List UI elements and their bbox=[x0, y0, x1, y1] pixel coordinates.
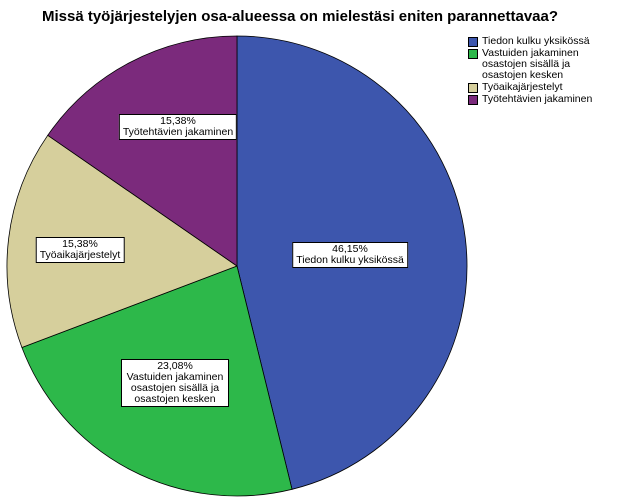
legend-item: Tiedon kulku yksikössä bbox=[468, 36, 618, 47]
data-label: 15,38% Työtehtävien jakaminen bbox=[118, 114, 238, 140]
legend-item: Työtehtävien jakaminen bbox=[468, 94, 618, 105]
data-label-value: 15,38% bbox=[160, 115, 196, 127]
data-label: 46,15% Tiedon kulku yksikössä bbox=[292, 242, 408, 268]
legend-swatch bbox=[468, 37, 478, 47]
legend-label: Työaikajärjestelyt bbox=[482, 81, 563, 93]
pie-slice bbox=[47, 35, 238, 267]
data-label-value: 23,08% bbox=[157, 360, 193, 372]
data-label-category: Vastuiden jakaminen osastojen sisällä ja… bbox=[126, 371, 224, 405]
data-label-value: 15,38% bbox=[62, 238, 98, 250]
legend: Tiedon kulku yksikössä Vastuiden jakamine… bbox=[468, 36, 618, 106]
chart-title: Missä työjärjestelyjen osa-alueessa on m… bbox=[41, 8, 559, 25]
data-label-category: Tiedon kulku yksikössä bbox=[296, 254, 404, 266]
legend-swatch bbox=[468, 95, 478, 105]
legend-label: Vastuiden jakaminen osastojen sisällä ja… bbox=[482, 47, 579, 81]
legend-swatch bbox=[468, 83, 478, 93]
data-label-category: Työtehtävien jakaminen bbox=[122, 126, 234, 138]
data-label-value: 46,15% bbox=[332, 243, 368, 255]
legend-item: Vastuiden jakaminen osastojen sisällä ja… bbox=[468, 48, 618, 81]
data-label: 23,08% Vastuiden jakaminen osastojen sisä… bbox=[121, 359, 229, 407]
data-label: 15,38% Työaikajärjestelyt bbox=[35, 237, 125, 263]
legend-swatch bbox=[468, 49, 478, 59]
legend-label: Työtehtävien jakaminen bbox=[482, 93, 593, 105]
data-label-category: Työaikajärjestelyt bbox=[39, 249, 121, 261]
legend-label: Tiedon kulku yksikössä bbox=[482, 35, 590, 47]
legend-item: Työaikajärjestelyt bbox=[468, 82, 618, 93]
